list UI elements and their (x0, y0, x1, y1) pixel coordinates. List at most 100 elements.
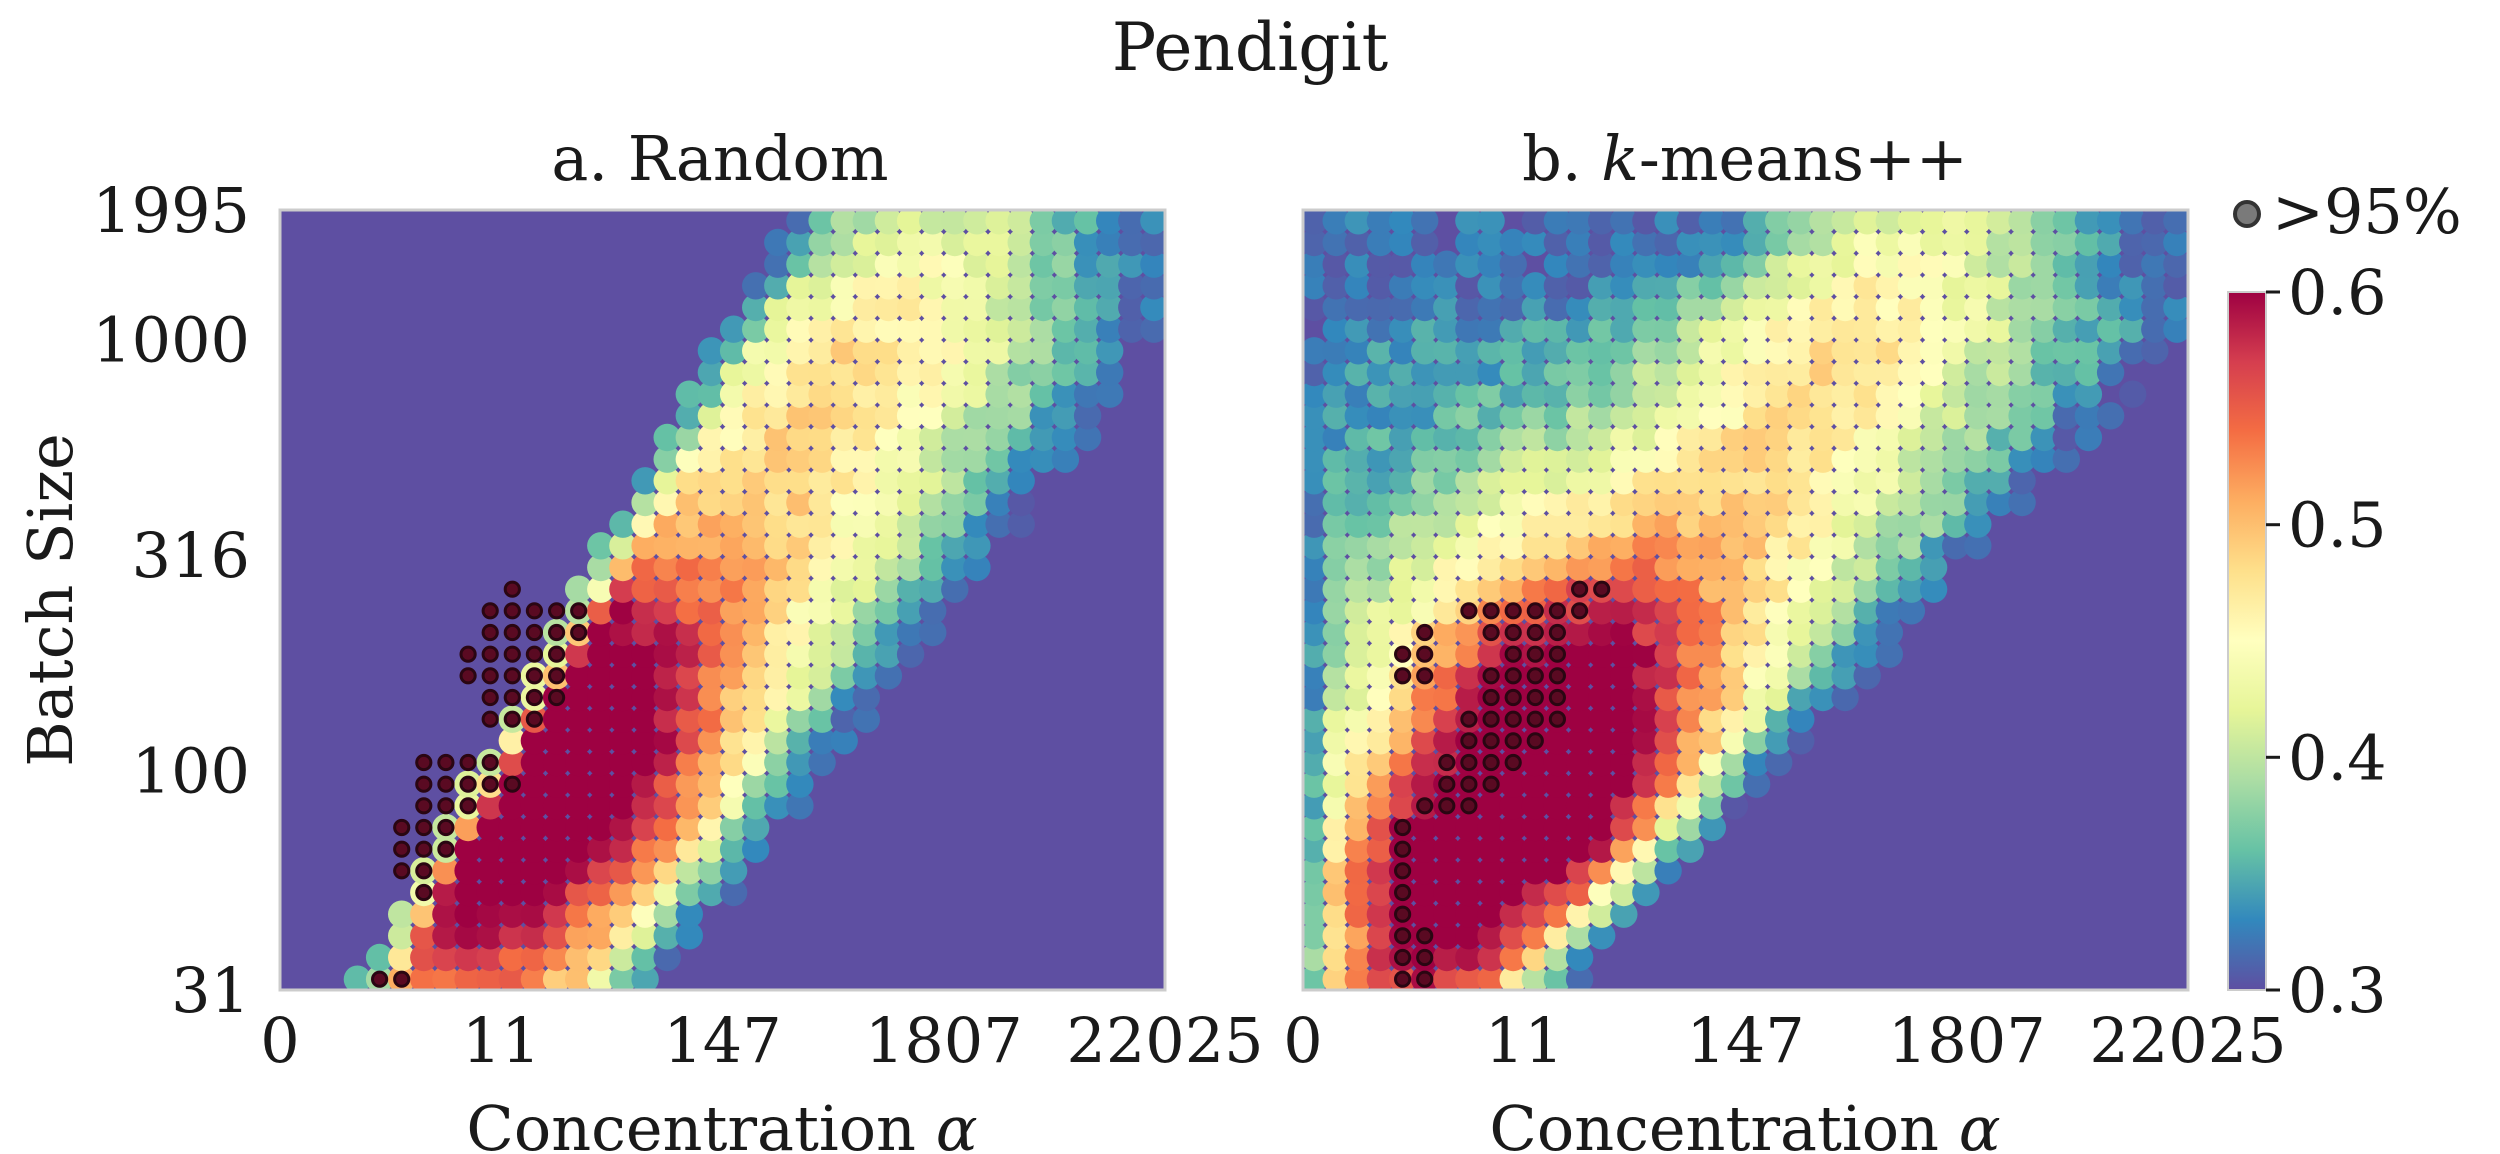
heatmap-cell (1787, 467, 1815, 495)
significance-marker (548, 602, 566, 620)
heatmap-cell (1543, 727, 1572, 755)
heatmap-cell (631, 900, 659, 928)
significance-marker (415, 797, 433, 815)
heatmap-cell (1831, 575, 1859, 603)
heatmap-cell (587, 683, 615, 712)
heatmap-cell (1588, 748, 1616, 777)
heatmap-cell (1455, 315, 1483, 343)
heatmap-cell (764, 640, 792, 668)
heatmap-cell (1118, 228, 1146, 257)
heatmap-cell (1986, 445, 2014, 473)
heatmap-cell (1897, 358, 1926, 387)
heatmap-cell (1411, 575, 1439, 603)
heatmap-cell (1942, 293, 1970, 322)
heatmap-cell (830, 315, 858, 343)
heatmap-cell (830, 532, 858, 560)
heatmap-cell (609, 900, 637, 928)
heatmap-cell (1742, 662, 1771, 690)
heatmap-cell (786, 272, 814, 300)
heatmap-cell (1388, 250, 1417, 278)
heatmap-cell (1096, 250, 1124, 278)
heatmap-cell (1698, 683, 1727, 712)
heatmap-cell (852, 250, 880, 278)
heatmap-cell (1610, 402, 1638, 430)
heatmap-cell (565, 727, 593, 755)
heatmap-cell (919, 532, 947, 560)
heatmap-cell (1676, 835, 1704, 863)
heatmap-cell (874, 250, 903, 278)
heatmap-cell (1411, 835, 1439, 863)
heatmap-cell (1610, 337, 1638, 365)
heatmap-cell (2074, 272, 2103, 300)
heatmap-cell (1632, 770, 1660, 798)
heatmap-cell (786, 597, 814, 625)
heatmap-cell (609, 770, 637, 798)
heatmap-cell (1322, 358, 1350, 387)
heatmap-cell (476, 835, 504, 863)
heatmap-cell (609, 857, 637, 885)
heatmap-cell (1433, 358, 1461, 387)
heatmap-cell (1919, 228, 1948, 257)
heatmap-cell (388, 900, 416, 928)
heatmap-cell (1366, 488, 1395, 517)
y-tick-label: 316 (132, 519, 250, 592)
heatmap-cell (1919, 250, 1948, 278)
heatmap-cell (1366, 748, 1395, 777)
heatmap-cell (919, 358, 947, 387)
significance-marker (437, 840, 455, 858)
heatmap-cell (653, 640, 681, 668)
heatmap-cell (1051, 250, 1080, 278)
heatmap-cell (1521, 315, 1550, 343)
heatmap-cell (1029, 228, 1058, 257)
heatmap-cell (1322, 510, 1350, 538)
significance-marker (548, 688, 566, 707)
heatmap-cell (1919, 575, 1948, 603)
heatmap-cell (1344, 575, 1373, 603)
heatmap-cell (1029, 423, 1058, 452)
heatmap-cell (1875, 618, 1904, 647)
heatmap-cell (1853, 358, 1881, 387)
heatmap-cell (1499, 575, 1527, 603)
heatmap-cell (1676, 250, 1704, 278)
panel-a-frame (278, 208, 1167, 992)
heatmap-cell (1521, 210, 1549, 235)
significance-marker (1394, 862, 1412, 880)
heatmap-cell (1543, 228, 1572, 257)
heatmap-cell (764, 358, 792, 387)
heatmap-cell (808, 293, 836, 322)
heatmap-cell (852, 337, 880, 365)
heatmap-cell (1366, 813, 1395, 842)
heatmap-cell (1875, 272, 1904, 300)
heatmap-cell (1897, 250, 1926, 278)
heatmap-cell (1303, 770, 1328, 798)
heatmap-cell (1543, 943, 1572, 972)
heatmap-cell (1787, 358, 1815, 387)
heatmap-cell (454, 922, 482, 950)
heatmap-cell (874, 532, 903, 560)
heatmap-cell (1521, 553, 1550, 582)
heatmap-cell (1588, 922, 1616, 950)
heatmap-cell (830, 553, 858, 582)
heatmap-cell (919, 510, 947, 538)
heatmap-cell (587, 727, 615, 755)
heatmap-cell (1411, 423, 1439, 452)
heatmap-cell (2119, 250, 2147, 278)
heatmap-cell (1720, 597, 1749, 625)
heatmap-cell (2119, 293, 2147, 322)
heatmap-cell (808, 705, 836, 733)
heatmap-cell (1698, 337, 1727, 365)
heatmap-cell (1964, 228, 1992, 257)
heatmap-cell (653, 597, 681, 625)
heatmap-cell (1433, 662, 1461, 690)
heatmap-cell (2096, 272, 2125, 300)
heatmap-cell (1831, 510, 1859, 538)
panel-a-title: a. Random (551, 122, 888, 195)
heatmap-cell (1565, 835, 1594, 863)
heatmap-cell (764, 272, 792, 300)
heatmap-cell (1366, 878, 1395, 907)
significance-marker (1526, 732, 1544, 750)
heatmap-cell (1610, 618, 1638, 647)
heatmap-cell (675, 575, 703, 603)
heatmap-cell (1565, 640, 1594, 668)
heatmap-cell (2096, 402, 2125, 430)
